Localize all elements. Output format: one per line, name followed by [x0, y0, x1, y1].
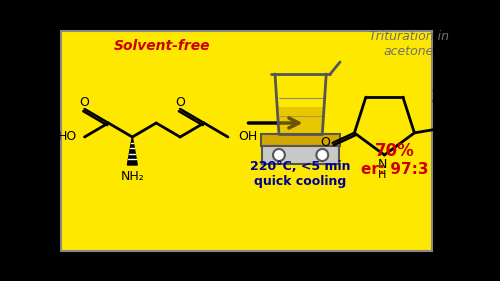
- Polygon shape: [128, 137, 137, 165]
- Text: NH₂: NH₂: [120, 171, 144, 183]
- Text: 220°C, <5 min: 220°C, <5 min: [250, 160, 351, 173]
- FancyBboxPatch shape: [61, 31, 432, 251]
- Polygon shape: [278, 107, 325, 133]
- Text: O: O: [320, 136, 330, 149]
- Circle shape: [316, 149, 328, 161]
- Text: Trituration in
acetone: Trituration in acetone: [369, 30, 449, 58]
- Text: O: O: [80, 96, 90, 108]
- Text: O: O: [175, 96, 185, 108]
- FancyBboxPatch shape: [261, 134, 340, 146]
- Text: O: O: [431, 85, 441, 98]
- Text: OH: OH: [478, 124, 496, 137]
- FancyBboxPatch shape: [262, 146, 339, 164]
- Text: Solvent-free: Solvent-free: [114, 39, 210, 53]
- Circle shape: [273, 149, 285, 161]
- Text: HO: HO: [58, 130, 76, 144]
- Text: N: N: [378, 158, 387, 171]
- Text: er: 97:3: er: 97:3: [360, 162, 428, 176]
- Text: 70%: 70%: [374, 142, 414, 160]
- Text: quick cooling: quick cooling: [254, 175, 346, 187]
- Text: H: H: [378, 170, 386, 180]
- Text: OH: OH: [238, 130, 257, 144]
